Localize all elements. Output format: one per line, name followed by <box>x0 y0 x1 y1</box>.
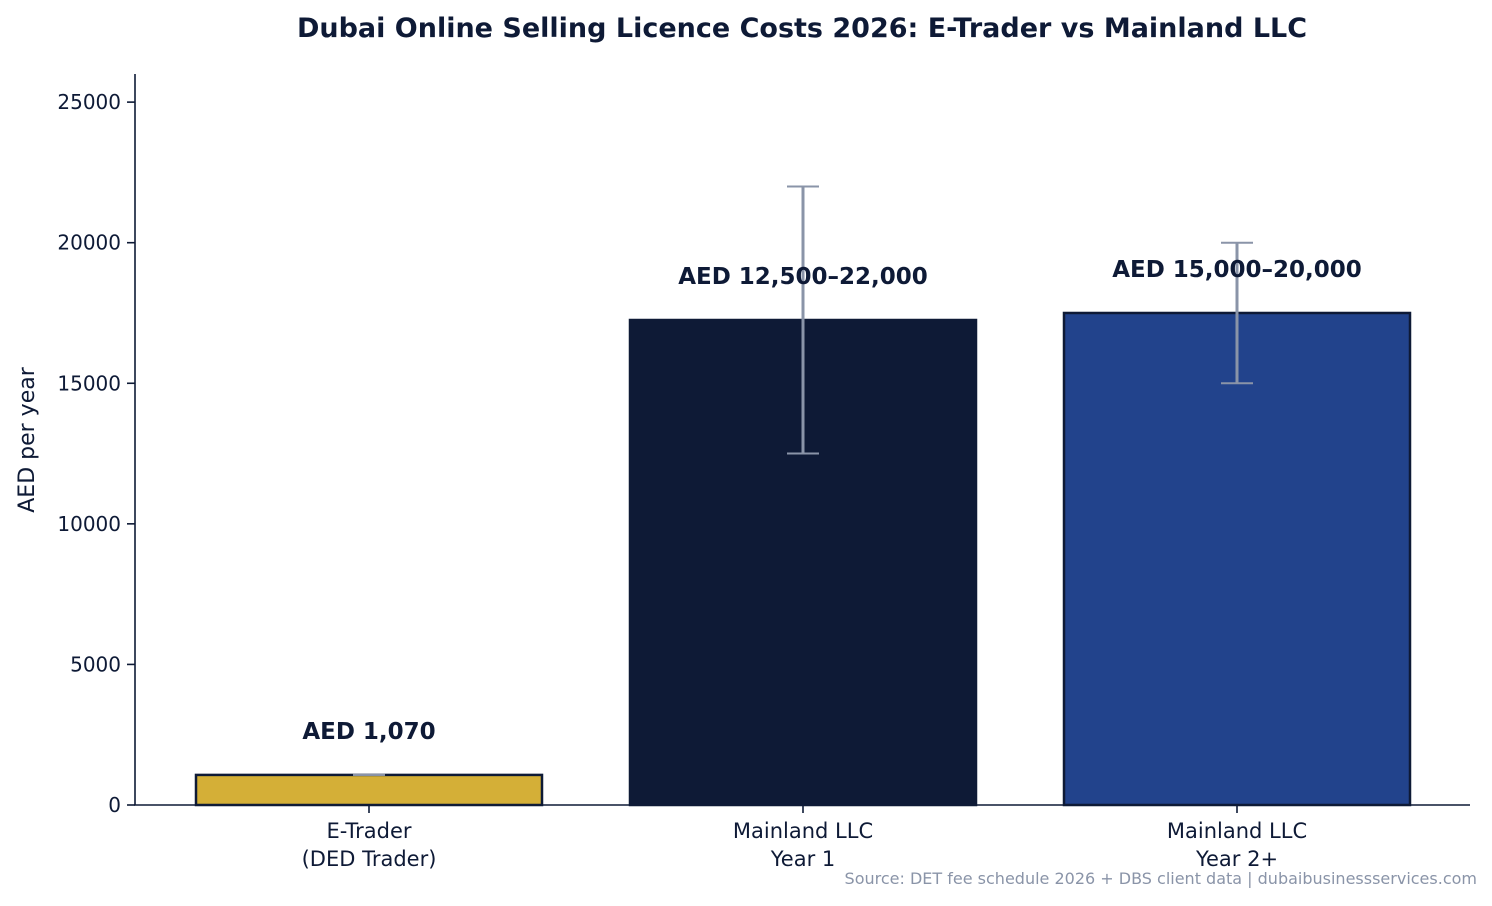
bars <box>194 311 1412 807</box>
y-axis-ticks: 0 5000 10000 15000 20000 25000 <box>57 90 135 817</box>
x-tick-label: E-Trader <box>326 819 411 843</box>
chart-title: Dubai Online Selling Licence Costs 2026:… <box>297 13 1307 44</box>
y-tick-label: 25000 <box>57 90 121 114</box>
x-tick-label: Mainland LLC <box>733 819 873 843</box>
bar <box>194 773 544 807</box>
y-axis-label: AED per year <box>15 366 40 512</box>
y-tick-label: 0 <box>108 793 121 817</box>
x-axis-ticks: E-Trader (DED Trader) Mainland LLC Year 1 Ma… <box>302 805 1307 871</box>
data-label: AED 15,000–20,000 <box>1112 257 1362 283</box>
bar <box>1062 311 1412 807</box>
y-tick-label: 15000 <box>57 371 121 395</box>
data-label: AED 12,500–22,000 <box>678 264 928 290</box>
y-tick-label: 20000 <box>57 231 121 255</box>
data-label: AED 1,070 <box>302 719 435 745</box>
x-tick-label: (DED Trader) <box>302 847 437 871</box>
x-tick-label: Mainland LLC <box>1167 819 1307 843</box>
y-tick-label: 5000 <box>70 652 121 676</box>
x-tick-label: Year 2+ <box>1195 847 1278 871</box>
error-bars <box>353 185 1253 776</box>
source-note: Source: DET fee schedule 2026 + DBS clie… <box>845 869 1477 888</box>
y-tick-label: 10000 <box>57 512 121 536</box>
data-labels: AED 1,070 AED 12,500–22,000 AED 15,000–20,… <box>302 257 1362 745</box>
x-tick-label: Year 1 <box>770 847 836 871</box>
